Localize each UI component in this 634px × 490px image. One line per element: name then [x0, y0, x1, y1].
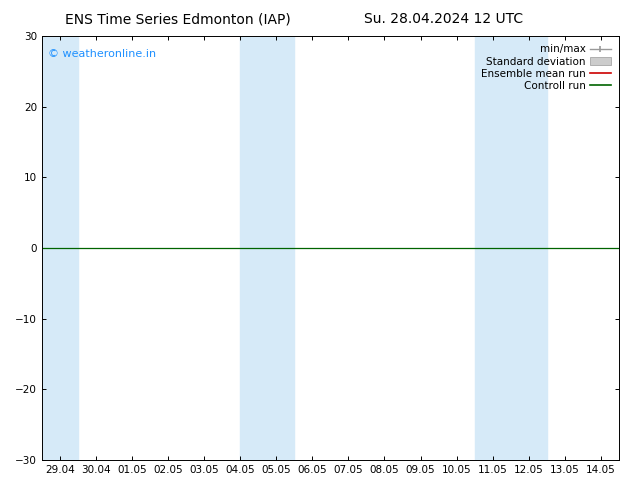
- Legend: min/max, Standard deviation, Ensemble mean run, Controll run: min/max, Standard deviation, Ensemble me…: [478, 41, 614, 94]
- Text: Su. 28.04.2024 12 UTC: Su. 28.04.2024 12 UTC: [365, 12, 523, 26]
- Bar: [240, 36, 258, 460]
- Bar: [511, 36, 547, 460]
- Bar: [258, 36, 294, 460]
- Bar: [475, 36, 511, 460]
- Bar: [42, 36, 78, 460]
- Text: ENS Time Series Edmonton (IAP): ENS Time Series Edmonton (IAP): [65, 12, 290, 26]
- Text: © weatheronline.in: © weatheronline.in: [48, 49, 155, 59]
